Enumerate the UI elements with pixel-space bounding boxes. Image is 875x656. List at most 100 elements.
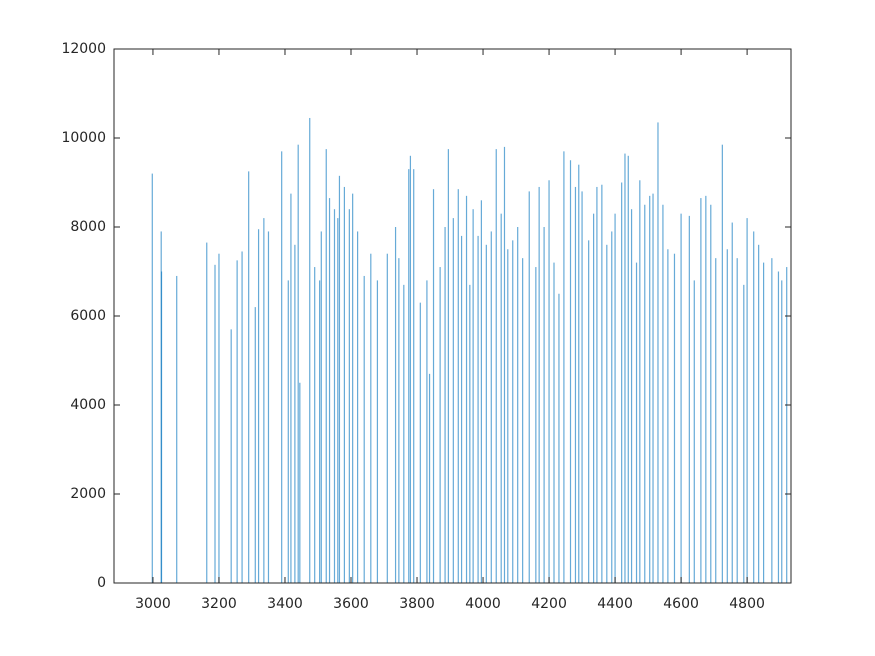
bar (673, 253, 676, 583)
bar (485, 244, 487, 584)
bar (635, 262, 638, 583)
bar (680, 213, 682, 583)
bar (309, 117, 311, 583)
bar (444, 227, 446, 583)
bar (743, 284, 745, 583)
bar (294, 244, 296, 584)
bar (480, 200, 482, 584)
y-tick-label: 0 (97, 575, 106, 591)
bar (611, 231, 613, 583)
bar (644, 204, 646, 583)
bar (763, 262, 765, 583)
bar (267, 231, 270, 583)
bar (538, 186, 540, 583)
bar (500, 213, 502, 583)
y-tick-label: 8000 (70, 219, 106, 235)
bar (786, 267, 788, 583)
bar (614, 213, 616, 583)
bar (657, 122, 659, 584)
bar (490, 231, 492, 583)
y-tick-label: 12000 (61, 41, 106, 57)
bar (363, 275, 365, 583)
bar (452, 218, 454, 583)
bar (753, 231, 755, 583)
bar (543, 227, 545, 583)
bar (630, 209, 633, 583)
bar (558, 293, 560, 583)
bar (419, 302, 421, 583)
bar (649, 195, 651, 583)
bar (214, 264, 216, 583)
bar (522, 258, 524, 583)
bar (624, 153, 626, 583)
bar (325, 149, 327, 583)
bar (299, 382, 301, 583)
x-tick-label: 4200 (531, 596, 567, 612)
bar (553, 262, 555, 583)
y-tick-label: 6000 (70, 308, 106, 324)
bar (472, 209, 474, 583)
bar (606, 244, 608, 584)
bar (601, 184, 603, 583)
bar (503, 146, 506, 583)
bar (548, 180, 550, 583)
bar (569, 160, 572, 583)
bar (563, 151, 565, 583)
bar (578, 164, 580, 583)
bar (528, 191, 530, 583)
bar (287, 280, 289, 583)
x-tick-label: 3000 (135, 596, 171, 612)
bar (596, 186, 598, 583)
bar (465, 195, 468, 583)
bar (160, 271, 163, 583)
bar (218, 253, 220, 583)
bar (236, 260, 238, 583)
x-tick-label: 4600 (663, 596, 699, 612)
bar (386, 253, 388, 583)
bar (394, 227, 397, 583)
bar (447, 149, 449, 583)
x-tick-label: 4400 (597, 596, 633, 612)
bar (736, 258, 738, 583)
bar (333, 209, 336, 583)
bar (460, 235, 463, 583)
bar (257, 229, 260, 583)
bar (693, 280, 695, 583)
bar (705, 195, 707, 583)
x-tick-label: 4000 (465, 596, 501, 612)
bar (652, 193, 654, 583)
bar (621, 182, 623, 583)
bar (469, 284, 471, 583)
bar (297, 144, 299, 584)
plot-area (114, 49, 791, 583)
bar (426, 280, 428, 583)
y-tick-label: 10000 (61, 130, 106, 146)
bar (593, 213, 595, 583)
bar (495, 149, 497, 583)
x-tick-label: 3400 (267, 596, 303, 612)
bar (206, 242, 208, 583)
bar (408, 169, 410, 583)
bar (338, 175, 341, 583)
bar (413, 169, 415, 583)
bar (439, 267, 441, 583)
bar (398, 258, 400, 583)
bar (777, 271, 780, 583)
bar (627, 155, 629, 584)
bar (370, 253, 372, 583)
bar (432, 189, 435, 584)
x-tick-label: 3800 (399, 596, 435, 612)
bar (731, 222, 733, 584)
bar (343, 186, 345, 583)
bar (319, 280, 321, 583)
bar (771, 258, 773, 583)
bar (376, 280, 379, 583)
bar (581, 191, 583, 583)
bar (507, 249, 509, 583)
y-tick-label: 4000 (70, 397, 106, 413)
bar (328, 198, 331, 583)
bar (512, 240, 514, 583)
bar (263, 218, 265, 583)
bar (535, 267, 537, 583)
